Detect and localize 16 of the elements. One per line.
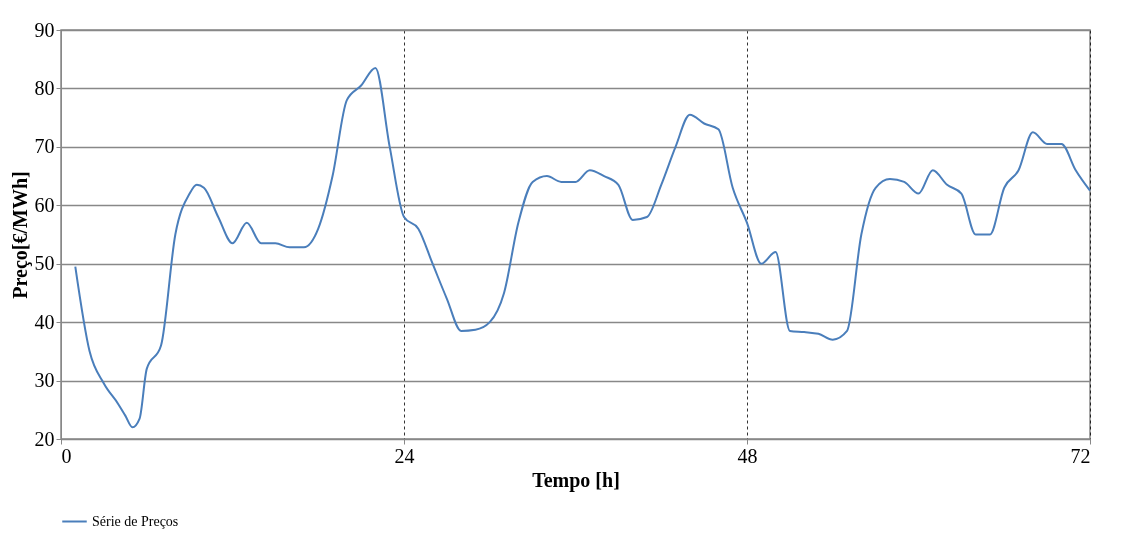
y-tick-label: 70 — [34, 135, 55, 158]
y-tick-label: 90 — [34, 18, 55, 41]
legend-label: Série de Preços — [92, 513, 179, 529]
y-tick-label: 50 — [34, 252, 55, 275]
x-axis-title: Tempo [h] — [532, 468, 620, 492]
x-tick-label: 24 — [394, 444, 415, 467]
y-tick-label: 60 — [34, 193, 55, 216]
y-tick-label: 20 — [34, 427, 55, 450]
x-tick-label: 48 — [737, 444, 758, 467]
y-tick-label: 40 — [34, 310, 55, 333]
x-tick-label: 0 — [61, 444, 72, 467]
x-tick-label: 72 — [1070, 444, 1091, 467]
line-series — [74, 66, 1091, 429]
y-tick-label: 80 — [34, 76, 55, 99]
y-tick-label: 30 — [34, 369, 55, 392]
y-axis-title: Preço[€/MWh] — [8, 171, 32, 299]
